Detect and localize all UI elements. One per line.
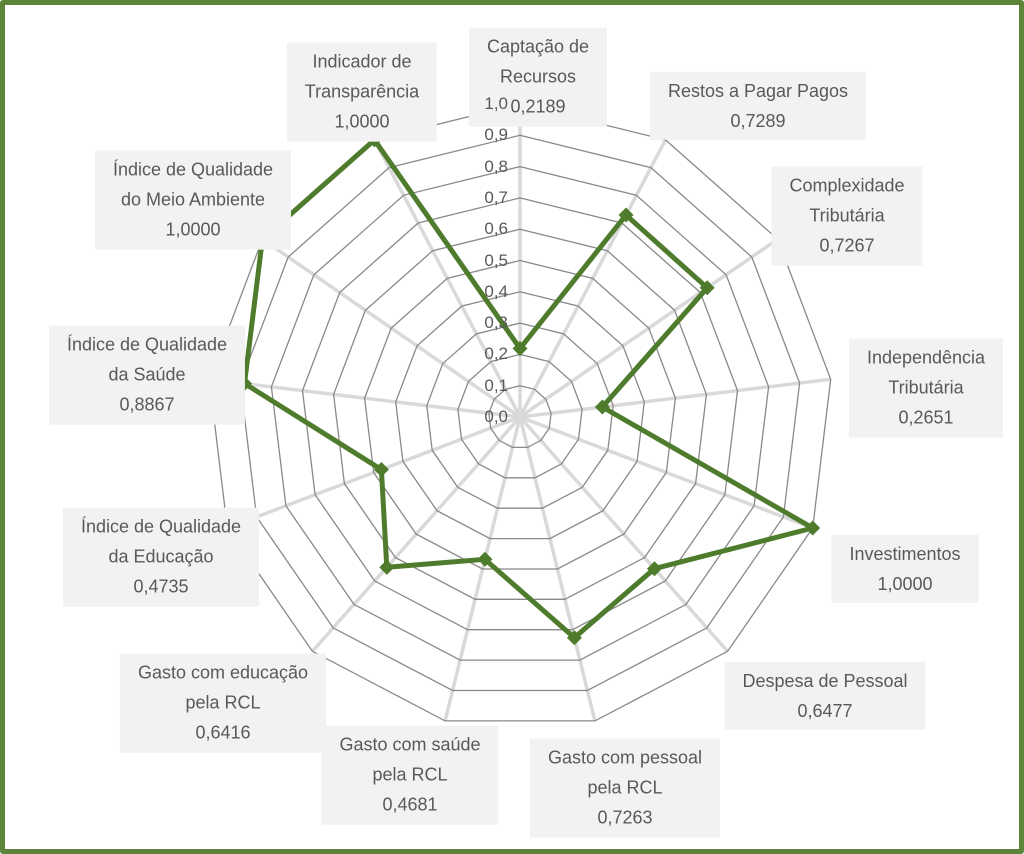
category-value: 1,0000 [877,574,933,594]
category-name-line: pela RCL [587,777,663,798]
category-value: 1,0000 [165,220,221,241]
category-value: 0,2651 [898,408,954,429]
category-name-line: do Meio Ambiente [120,189,266,210]
category-label-10: Índice de Qualidade da Saúde 0,8867 [48,325,246,425]
radar-data-point-marker [618,207,634,223]
category-name-line: Índice de Qualidade [112,159,274,180]
radar-data-point-marker [699,280,715,296]
category-value: 0,6477 [797,701,853,721]
radar-gridline-ring [239,134,801,692]
category-label-8: Gasto com educação pela RCL 0,6416 [119,653,327,753]
category-value: 0,2189 [510,97,566,118]
radar-data-point-marker [373,462,389,478]
radial-axis-tick-0,9: 0,9 [484,125,508,145]
radial-axis-tick-0,5: 0,5 [484,250,508,270]
category-name-line: Gasto com saúde [339,734,481,755]
category-name-line: da Saúde [108,364,186,385]
radial-axis-tick-0,1: 0,1 [484,375,508,395]
radial-axis-tick-0,0: 0,0 [484,407,508,426]
radar-data-point-marker [594,399,610,415]
category-name-line: Indicador de [312,51,412,72]
radial-axis-tick-0,7: 0,7 [484,187,508,207]
category-label-0: Captação de Recursos 0,2189 [468,27,608,127]
radar-gridline-ring [488,385,552,449]
category-name-line: Recursos [499,66,577,87]
category-value: 0,7289 [730,111,786,131]
radial-axis-tick-1,0: 1,0 [484,94,508,113]
category-label-12: Indicador de Transparência 1,0000 [286,42,438,142]
category-value: 0,4735 [133,577,189,598]
radar-gridline-ring [301,197,739,631]
radar-gridline-ring [395,291,645,540]
category-label-1: Restos a Pagar Pagos 0,7289 [649,71,867,141]
category-value: 0,6416 [195,723,251,744]
category-value: 0,4681 [382,795,438,816]
category-label-9: Índice de Qualidade da Educação 0,4735 [62,507,260,607]
category-name-line: Captação de [486,36,590,57]
category-label-3: Independência Tributária 0,2651 [848,338,1004,438]
category-label-11: Índice de Qualidade do Meio Ambiente 1,000… [94,150,292,250]
radial-axis-tick-0,3: 0,3 [484,313,508,333]
radar-gridline-ring [457,353,583,479]
radar-gridline-ring [332,228,708,600]
category-name-line: Restos a Pagar Pagos [667,80,849,101]
category-name-line: Despesa de Pessoal [742,670,908,691]
category-name-line: Transparência [304,81,420,102]
radar-data-point-marker [477,551,493,567]
radial-axis-tick-0,8: 0,8 [484,156,508,176]
category-label-7: Gasto com saúde pela RCL 0,4681 [321,725,499,825]
radar-data-point-marker [512,340,528,356]
category-value: 0,7267 [819,236,875,257]
radar-data-point-marker [805,520,821,536]
radar-gridline-ring [426,322,614,509]
radar-data-point-marker [566,630,582,646]
radar-gridline-ring [270,165,770,661]
category-name-line: pela RCL [185,692,261,713]
category-name-line: Independência [866,347,986,368]
radar-data-point-marker [646,561,662,577]
category-label-6: Gasto com pessoal pela RCL 0,7263 [529,738,721,838]
category-name-line: Gasto com educação [137,662,309,683]
radar-chart-svg [208,103,832,722]
category-name-line: pela RCL [372,764,448,785]
radar-data-point-marker [379,559,395,575]
category-label-5: Despesa de Pessoal 0,6477 [724,661,926,731]
radar-series-line [241,136,820,642]
category-name-line: Índice de Qualidade [80,516,242,537]
category-label-4: Investimentos 1,0000 [831,534,979,604]
category-name-line: Tributária [888,377,964,398]
radar-gridline-ring [363,259,677,570]
category-label-2: Complexidade Tributária 0,7267 [771,166,923,266]
category-name-line: Tributária [809,205,885,226]
category-value: 1,0000 [334,112,390,133]
radial-axis-tick-0,2: 0,2 [484,344,508,364]
radial-axis-tick-0,6: 0,6 [484,219,508,239]
category-name-line: da Educação [108,546,214,567]
radial-axis-tick-0,4: 0,4 [484,281,508,301]
category-value: 0,8867 [119,395,175,416]
category-name-line: Gasto com pessoal [547,747,703,768]
category-name-line: Complexidade [789,175,905,196]
category-value: 0,7263 [597,808,653,829]
category-name-line: Investimentos [849,543,961,564]
category-name-line: Índice de Qualidade [66,334,228,355]
